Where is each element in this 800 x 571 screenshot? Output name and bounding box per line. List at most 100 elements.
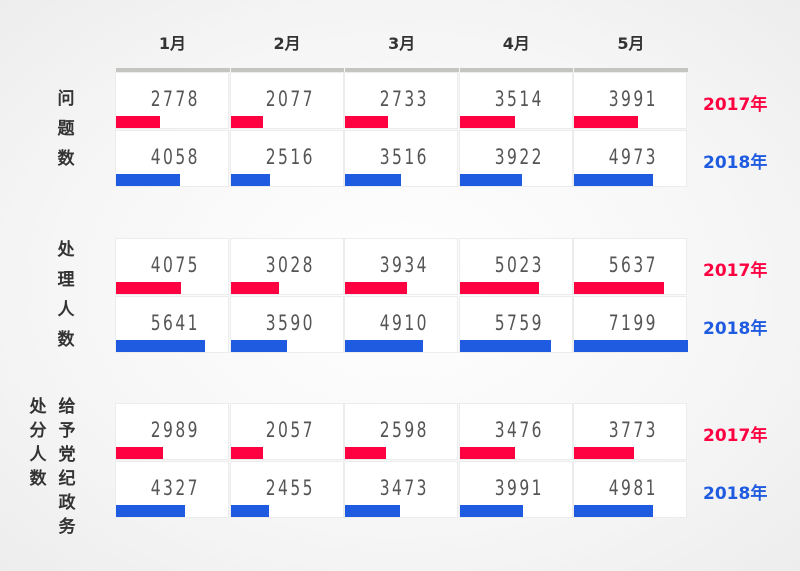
data-cell: 3514 [458, 72, 573, 129]
value-label: 5759 [494, 310, 544, 335]
group-label-secondary: 给予党纪政务 [57, 395, 77, 539]
value-label: 2516 [265, 144, 315, 169]
group-label-char: 给 [58, 397, 76, 417]
bar-2017年 [459, 282, 540, 294]
data-cell: 2598 [344, 403, 459, 460]
bar-2018年 [574, 504, 654, 517]
bar-2017年 [116, 116, 160, 128]
group-label-char: 问 [57, 89, 75, 109]
series-label: 2017年 [703, 426, 768, 446]
data-cell: 5023 [458, 238, 573, 295]
group-label-char: 题 [57, 119, 75, 139]
value-label: 3590 [265, 310, 315, 335]
data-cell: 4981 [573, 460, 688, 518]
group-label-char: 数 [29, 469, 47, 489]
group-label-char: 处 [29, 397, 47, 417]
data-cell: 3473 [344, 460, 459, 518]
group-label-char: 纪 [58, 469, 76, 489]
bar-2018年 [116, 339, 206, 352]
value-label: 3922 [494, 144, 544, 169]
month-label: 5月 [617, 34, 645, 53]
bar-2018年 [116, 504, 185, 517]
value-label: 4075 [150, 253, 200, 277]
bar-2017年 [230, 116, 264, 128]
group-label-char: 数 [57, 330, 75, 350]
group-label-char: 予 [58, 421, 76, 441]
bar-2018年 [459, 339, 551, 352]
value-label: 3514 [494, 87, 544, 111]
group-label-char: 理 [57, 270, 75, 290]
header-bar [459, 68, 574, 72]
value-label: 3476 [494, 418, 544, 442]
data-cell: 2077 [229, 72, 344, 129]
value-label: 5641 [150, 310, 200, 335]
header-bar [574, 68, 688, 72]
bar-2018年 [574, 173, 654, 186]
value-label: 2598 [379, 418, 430, 442]
series-label: 2017年 [703, 261, 768, 281]
month-label: 2月 [273, 34, 301, 53]
value-label: 3773 [609, 418, 659, 442]
group-label: 处分人数 [28, 395, 48, 491]
month-label: 4月 [502, 34, 530, 53]
header-bar [230, 68, 345, 72]
data-cell: 3934 [344, 238, 459, 295]
header-bar [116, 68, 230, 72]
value-label: 3516 [379, 144, 430, 169]
data-cell: 4910 [344, 295, 459, 353]
value-label: 2778 [150, 87, 200, 111]
data-cell: 4058 [115, 129, 229, 187]
bar-2017年 [459, 116, 516, 128]
value-label: 2077 [265, 87, 315, 111]
group-label-char: 人 [57, 300, 75, 320]
data-cell: 3922 [458, 129, 573, 187]
bar-2017年 [116, 282, 181, 294]
bar-2017年 [345, 447, 387, 459]
data-cell: 3991 [573, 72, 688, 129]
group-label-char: 人 [29, 445, 47, 465]
group-label: 问题数 [56, 84, 76, 174]
value-label: 4058 [150, 144, 200, 169]
data-cell: 4973 [573, 129, 688, 187]
bar-2017年 [230, 447, 264, 459]
data-cell: 2733 [344, 72, 459, 129]
value-label: 3934 [379, 253, 430, 277]
value-label: 2989 [150, 418, 200, 442]
value-label: 4910 [379, 310, 430, 335]
data-cell: 5637 [573, 238, 688, 295]
series-label: 2018年 [703, 152, 768, 173]
data-cell: 2516 [229, 129, 344, 187]
bar-2017年 [574, 116, 638, 128]
series-label: 2018年 [703, 318, 768, 339]
data-cell: 2778 [115, 72, 229, 129]
data-cell: 3476 [458, 403, 573, 460]
data-cell: 5759 [458, 295, 573, 353]
data-cell: 3991 [458, 460, 573, 518]
value-label: 3473 [379, 475, 430, 500]
series-label: 2017年 [703, 95, 768, 115]
month-label: 3月 [388, 34, 416, 53]
bar-2017年 [345, 282, 408, 294]
data-cell: 5641 [115, 295, 229, 353]
value-label: 5637 [609, 253, 659, 277]
value-label: 4327 [150, 475, 200, 500]
bar-2018年 [574, 339, 689, 352]
bar-2018年 [230, 339, 288, 352]
bar-2018年 [459, 173, 522, 186]
bar-2017年 [574, 447, 635, 459]
bar-2018年 [345, 173, 401, 186]
value-label: 7199 [609, 310, 659, 335]
group-label-char: 务 [58, 517, 76, 537]
value-label: 3991 [609, 87, 659, 111]
bar-2017年 [116, 447, 164, 459]
value-label: 4981 [609, 475, 659, 500]
group-label-char: 政 [58, 493, 76, 513]
group-label-char: 处 [57, 240, 75, 260]
data-cell: 4075 [115, 238, 229, 295]
value-label: 5023 [494, 253, 544, 277]
month-label: 1月 [158, 34, 187, 53]
data-cell: 3773 [573, 403, 688, 460]
header-bar [345, 68, 459, 72]
group-label-char: 党 [58, 445, 76, 465]
data-cell: 3590 [229, 295, 344, 353]
